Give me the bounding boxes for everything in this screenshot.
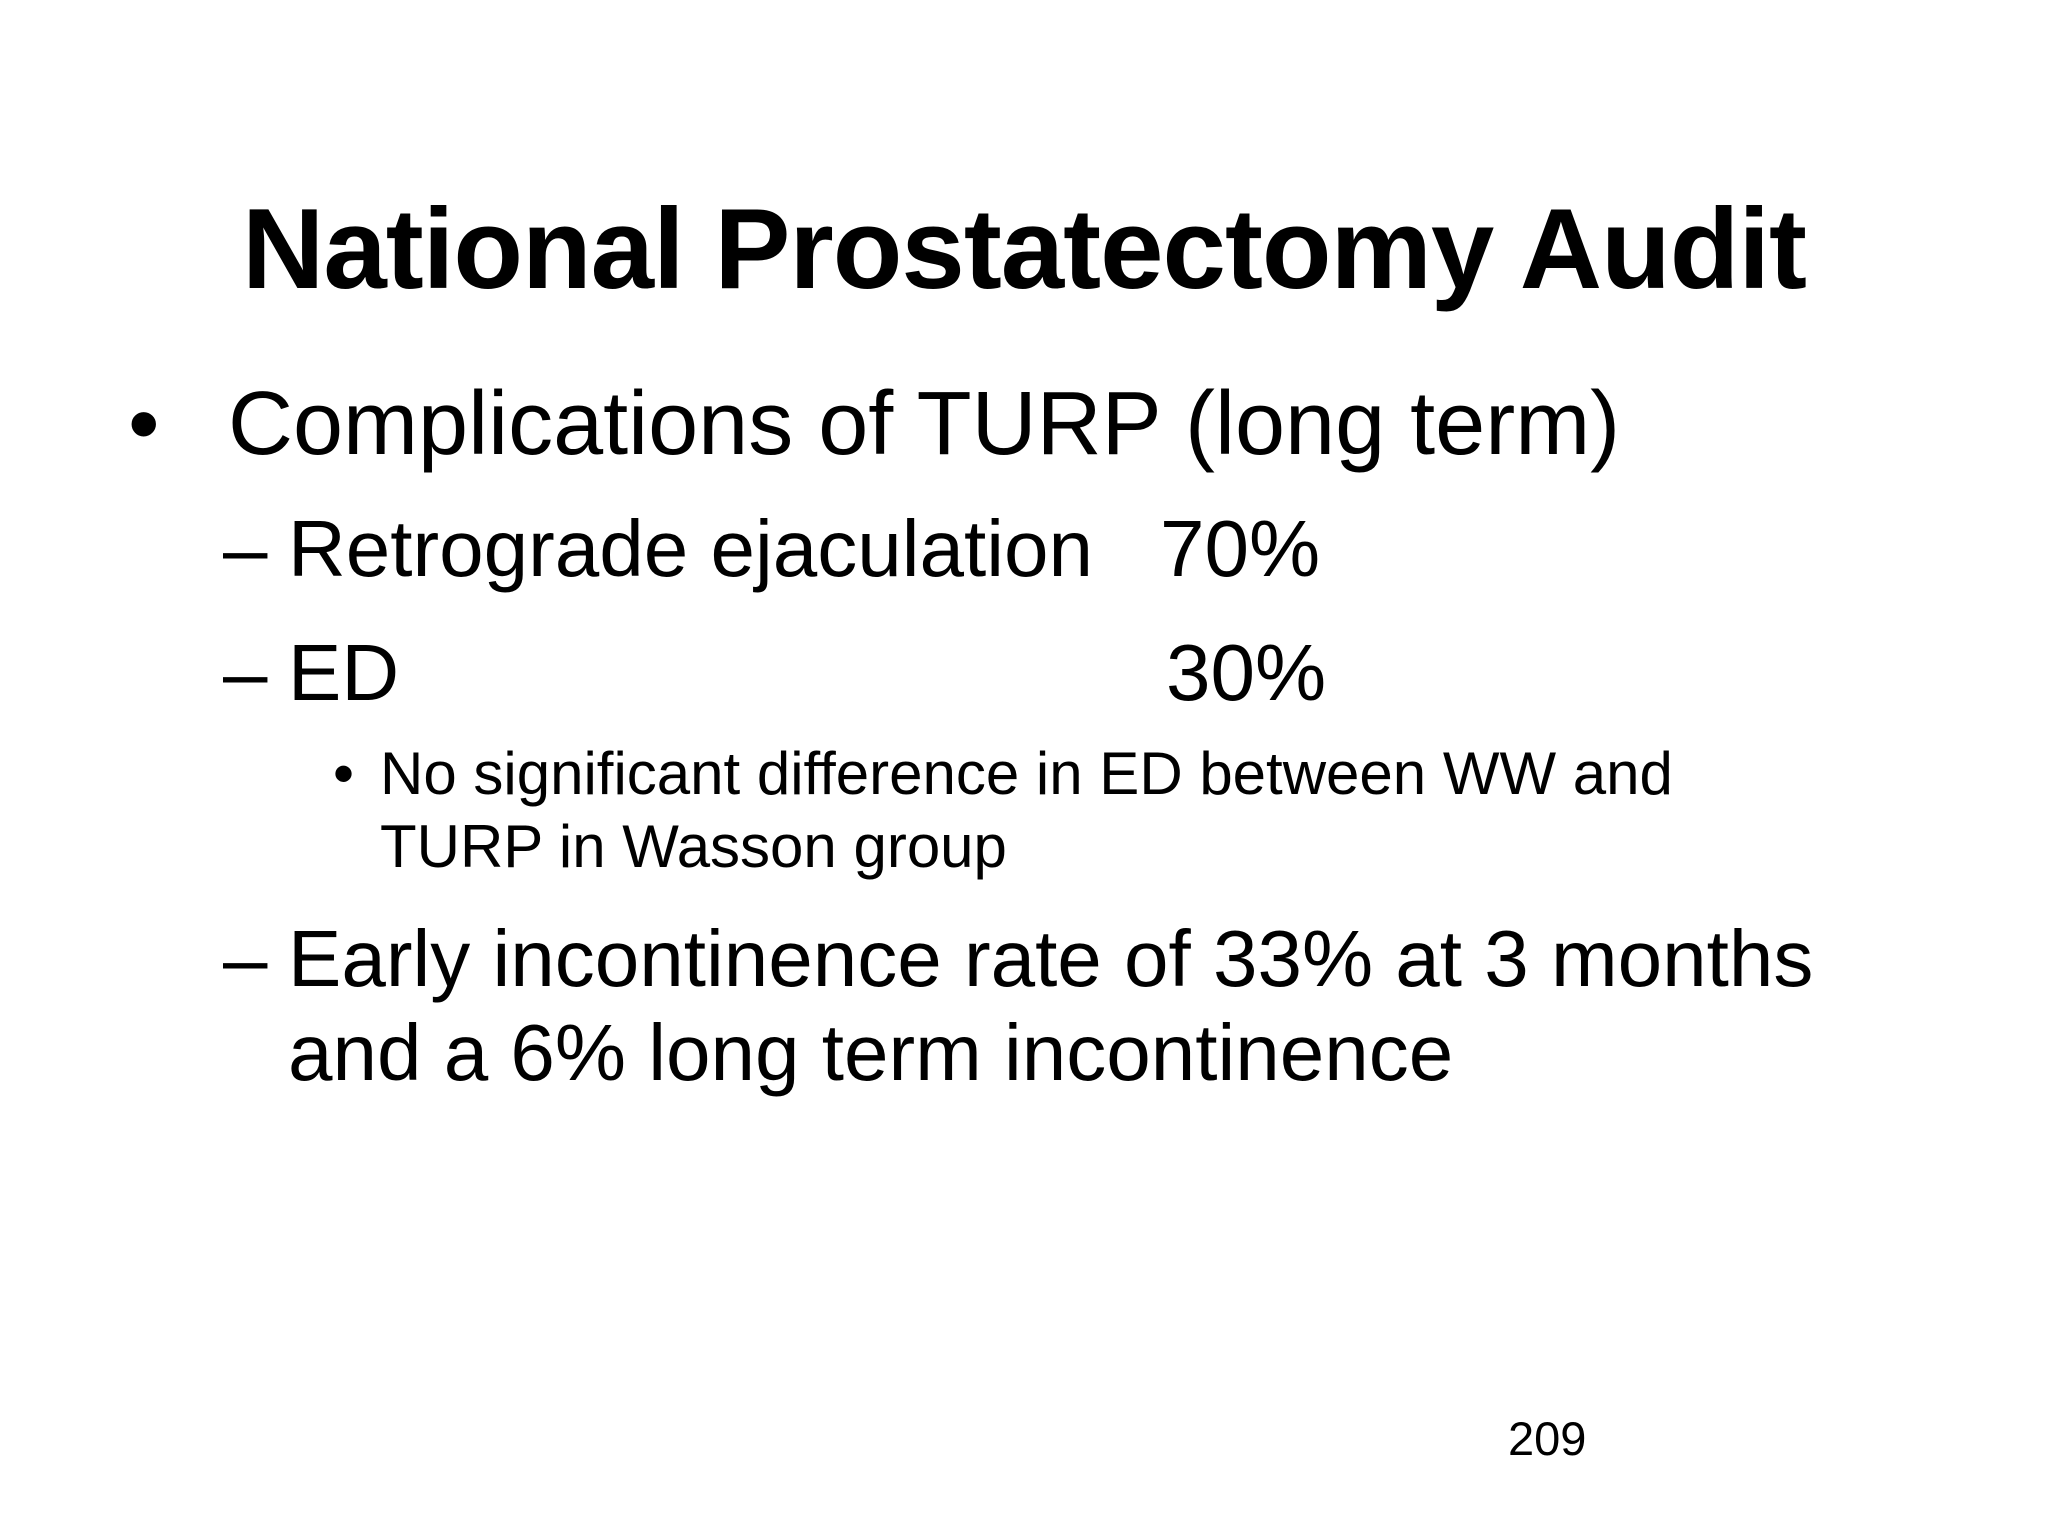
slide-body: • Complications of TURP (long term) – Re… — [128, 370, 1988, 1100]
bullet-text: Complications of TURP (long term) — [228, 374, 1621, 474]
page-number: 209 — [1508, 1412, 1587, 1465]
bullet-item-ed: – ED 30% — [223, 626, 1988, 720]
bullet-item-early-incontinence: – Early incontinence rate of 33% at 3 mo… — [223, 912, 1988, 1100]
bullet-text: Retrograde ejaculation 70% — [288, 502, 1988, 596]
bullet-text-line: and a 6% long term incontinence — [288, 1008, 1454, 1097]
bullet-text: No significant difference in ED between … — [380, 737, 1988, 883]
percentage-value: 30% — [1166, 628, 1327, 717]
bullet-text: ED 30% — [288, 626, 1988, 720]
dash-bullet-icon: – — [223, 504, 268, 593]
bullet-text-line: No significant difference in ED between … — [380, 740, 1673, 807]
dash-bullet-icon: – — [223, 914, 268, 1003]
percentage-value: 70% — [1160, 504, 1321, 593]
bullet-text: Early incontinence rate of 33% at 3 mont… — [288, 912, 1988, 1100]
bullet-item-retrograde-ejaculation: – Retrograde ejaculation 70% — [223, 502, 1988, 596]
bullet-item-complications: • Complications of TURP (long term) — [128, 370, 1988, 478]
dash-bullet-icon: – — [223, 628, 268, 717]
slide-title: National Prostatectomy Audit — [242, 186, 1807, 314]
bullet-text-line: TURP in Wasson group — [380, 813, 1007, 880]
bullet-label: ED — [288, 628, 400, 717]
bullet-dot-icon: • — [128, 374, 160, 474]
bullet-dot-icon: • — [333, 740, 355, 807]
bullet-item-no-significant-difference: • No significant difference in ED betwee… — [333, 737, 1988, 883]
bullet-label: Retrograde ejaculation — [288, 504, 1093, 593]
bullet-text-line: Early incontinence rate of 33% at 3 mont… — [288, 914, 1814, 1003]
